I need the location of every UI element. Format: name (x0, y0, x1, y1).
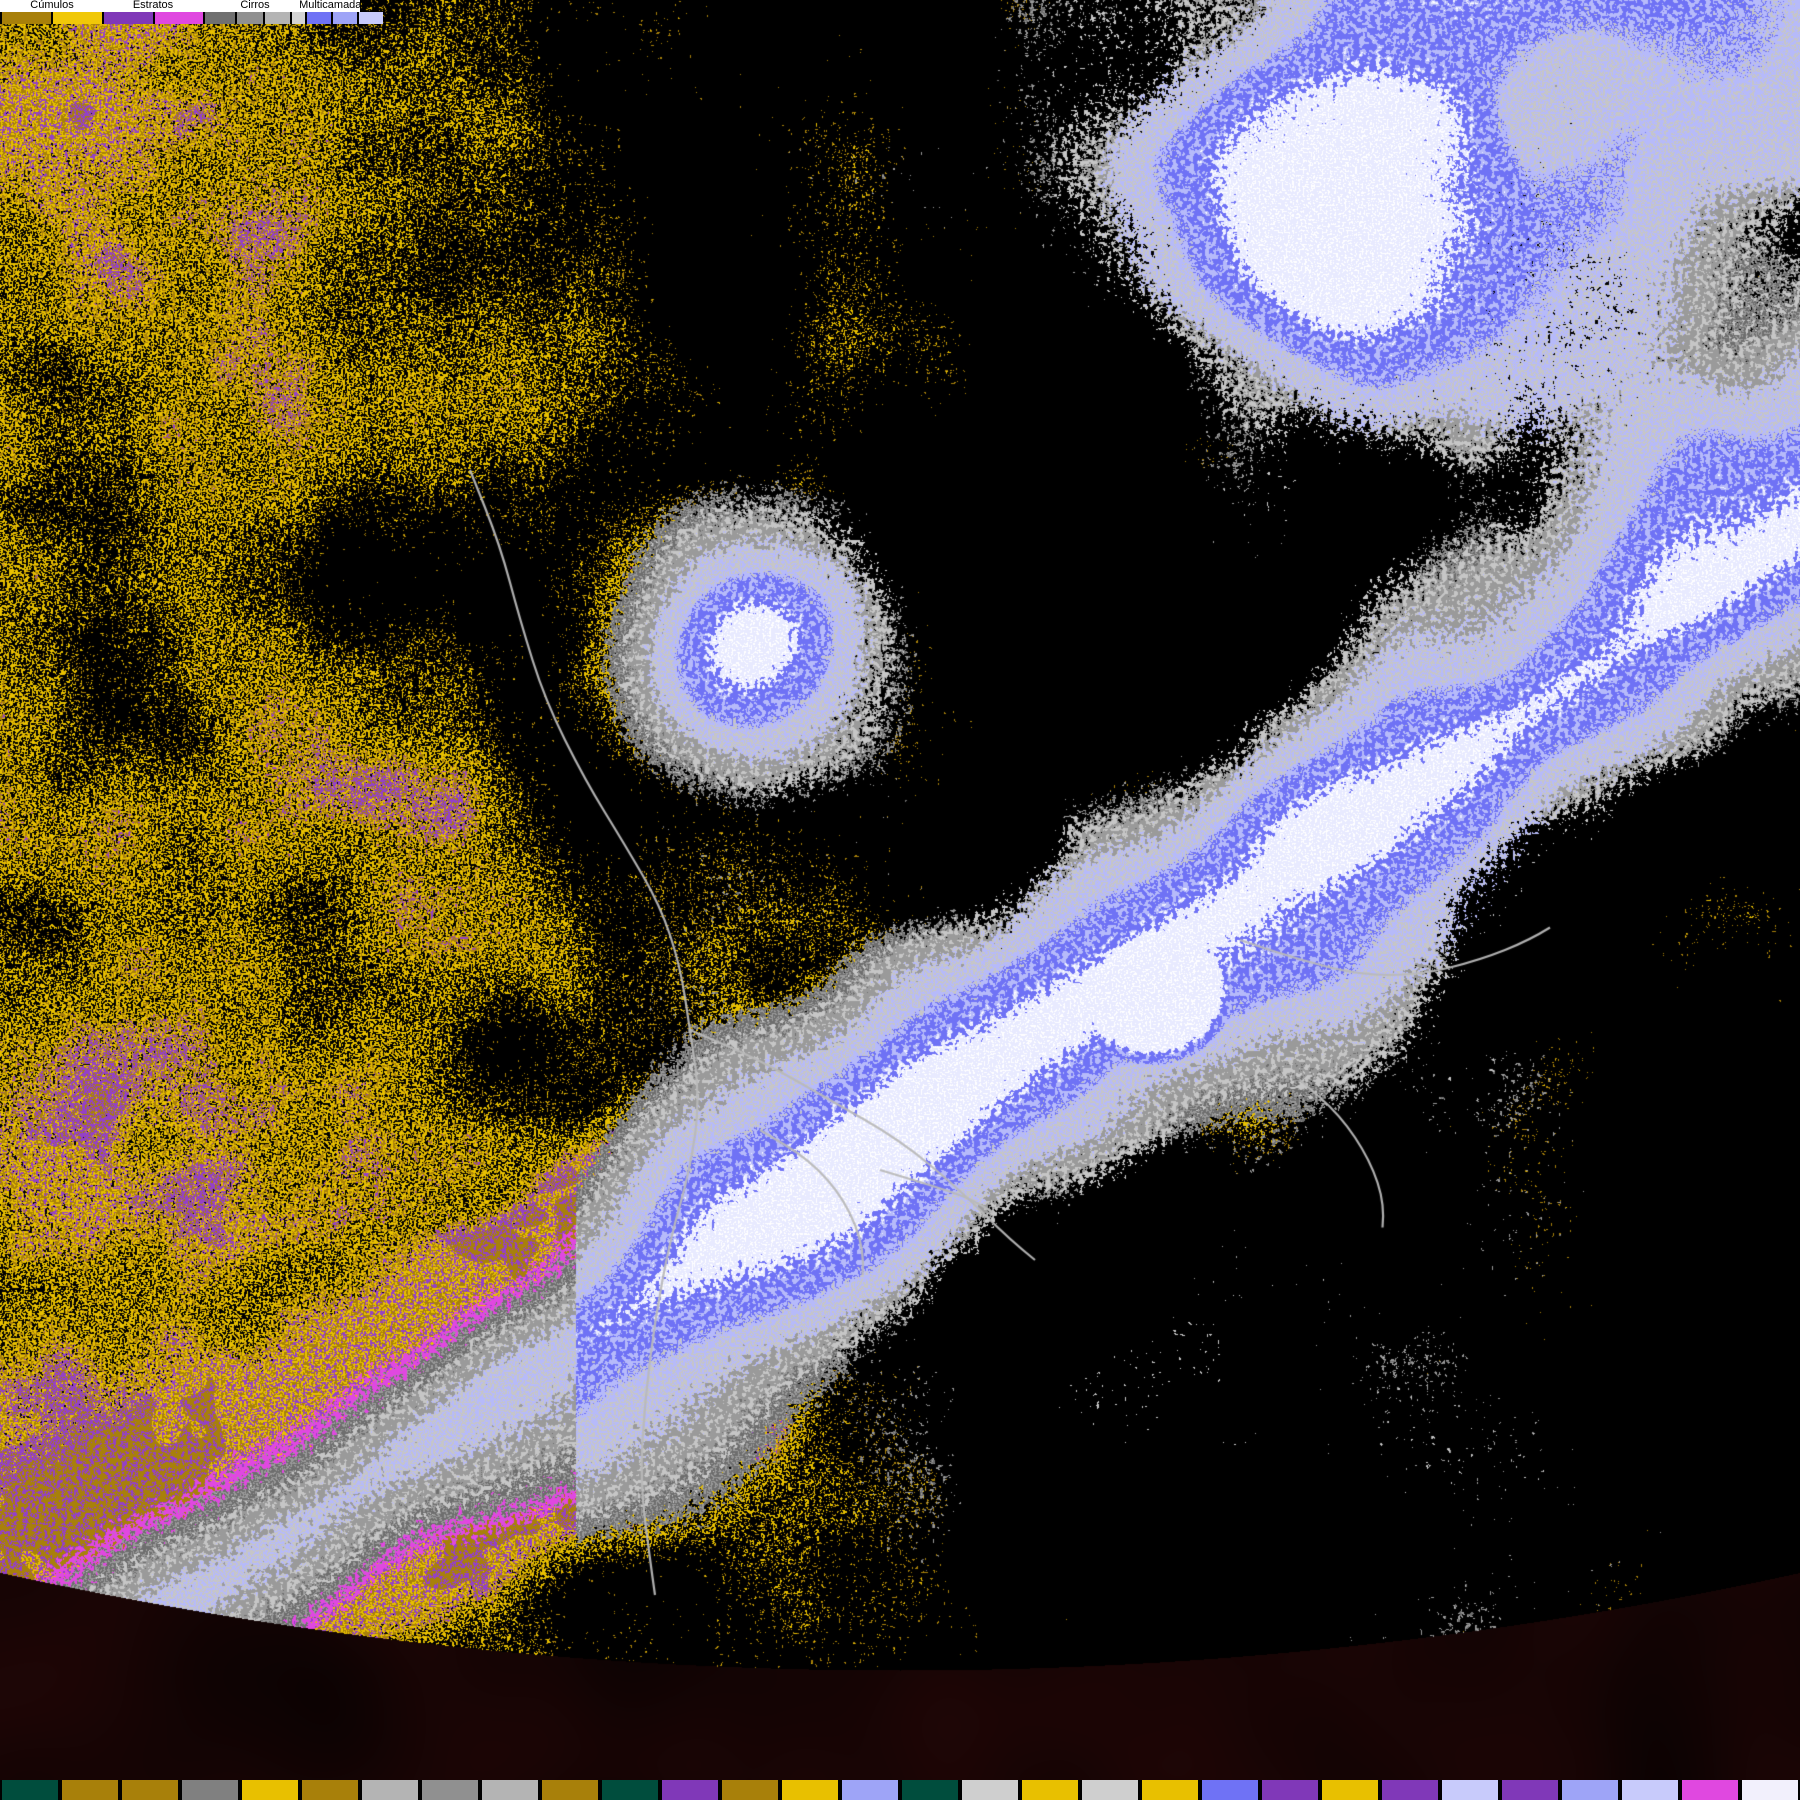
bottom-strip-cell-2 (120, 1780, 180, 1800)
legend-swatch-estratos-bajo (104, 12, 153, 24)
bottom-strip-cell-9 (540, 1780, 600, 1800)
bottom-strip-cell-4 (240, 1780, 300, 1800)
legend-swatch-multicamadas-1 (307, 12, 331, 24)
legend-swatch-cirros-1 (205, 12, 235, 24)
bottom-strip-cell-26 (1560, 1780, 1620, 1800)
legend-group-labels: Cúmulos Estratos Cirros Multicamadas (0, 0, 367, 12)
bottom-strip-cell-29 (1740, 1780, 1800, 1800)
bottom-strip-cell-7 (420, 1780, 480, 1800)
bottom-strip-cell-6 (360, 1780, 420, 1800)
bottom-color-strip (0, 1780, 1800, 1800)
bottom-strip-cell-5 (300, 1780, 360, 1800)
legend-swatch-cirros-4 (292, 12, 305, 24)
bottom-strip-cell-21 (1260, 1780, 1320, 1800)
bottom-strip-cell-3 (180, 1780, 240, 1800)
bottom-strip-cell-23 (1380, 1780, 1440, 1800)
legend-swatch-cumulos-bajo (2, 12, 51, 24)
cloud-type-legend: Cúmulos Estratos Cirros Multicamadas (0, 0, 383, 24)
bottom-strip-cell-14 (840, 1780, 900, 1800)
legend-swatch-cirros-2 (237, 12, 263, 24)
legend-swatch-cumulos-alto (53, 12, 102, 24)
bottom-strip-cell-15 (900, 1780, 960, 1800)
legend-swatch-multicamadas-2 (333, 12, 357, 24)
bottom-strip-cell-22 (1320, 1780, 1380, 1800)
bottom-strip-cell-11 (660, 1780, 720, 1800)
bottom-strip-cell-12 (720, 1780, 780, 1800)
bottom-strip-cell-8 (480, 1780, 540, 1800)
bottom-strip-cell-28 (1680, 1780, 1740, 1800)
bottom-strip-cell-13 (780, 1780, 840, 1800)
bottom-strip-cell-24 (1440, 1780, 1500, 1800)
bottom-strip-cell-10 (600, 1780, 660, 1800)
legend-swatch-cirros-3 (265, 12, 290, 24)
bottom-strip-cell-25 (1500, 1780, 1560, 1800)
bottom-strip-cell-17 (1020, 1780, 1080, 1800)
bottom-strip-cell-20 (1200, 1780, 1260, 1800)
bottom-strip-cell-1 (60, 1780, 120, 1800)
bottom-strip-cell-19 (1140, 1780, 1200, 1800)
legend-color-bar (0, 12, 383, 24)
bottom-strip-cell-0 (0, 1780, 60, 1800)
legend-group-label-3: Multicamadas (299, 0, 367, 11)
legend-group-label-2: Cirros (240, 0, 270, 11)
bottom-strip-cell-16 (960, 1780, 1020, 1800)
bottom-strip-cell-27 (1620, 1780, 1680, 1800)
bottom-strip-cell-18 (1080, 1780, 1140, 1800)
legend-group-label-1: Estratos (132, 0, 174, 11)
legend-group-label-0: Cúmulos (30, 0, 74, 11)
legend-swatch-estratos-alto (155, 12, 203, 24)
legend-swatch-multicamadas-3 (359, 12, 383, 24)
